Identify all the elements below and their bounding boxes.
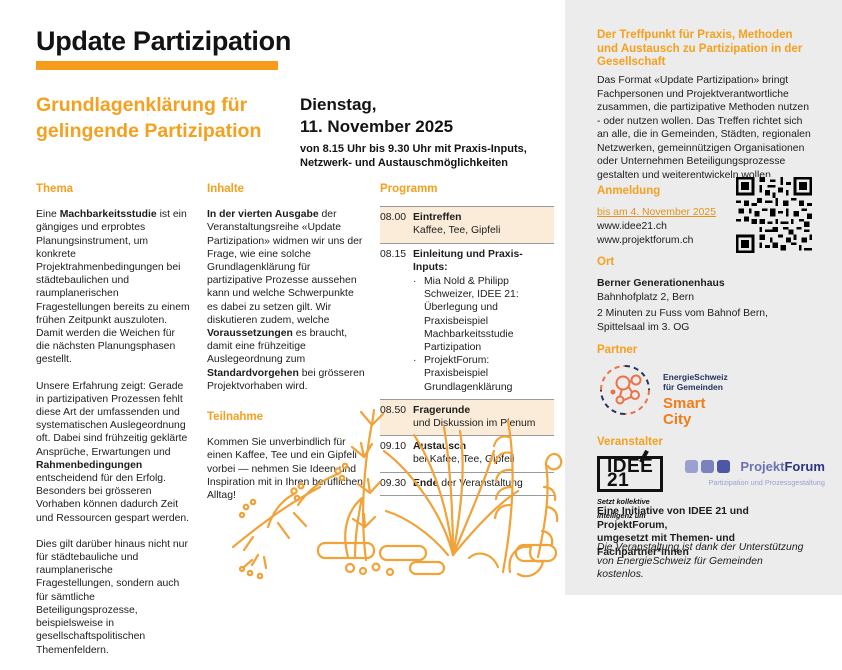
veranstalter-heading: Veranstalter: [597, 436, 663, 448]
projektforum-url-link[interactable]: www.projektforum.ch: [597, 234, 694, 246]
projektforum-squares-icon: [685, 460, 733, 474]
thema-column: Thema Eine Machbarkeitsstudie ist ein gä…: [36, 183, 190, 670]
bullet-icon: ·: [413, 355, 417, 367]
inhalte-paragraph: In der vierten Ausgabe der Veranstaltung…: [207, 209, 365, 392]
projektforum-tagline: Partizipation und Prozessgestaltung: [708, 477, 825, 487]
event-time-details: von 8.15 Uhr bis 9.30 Uhr mit Praxis-Inp…: [300, 143, 527, 169]
energieschweiz-logo: EnergieSchweiz für Gemeinden Smart City: [597, 362, 812, 428]
programm-entry-title: Einleitung und Praxis-Inputs:: [413, 248, 523, 273]
page-title: Update Partizipation: [36, 26, 292, 56]
programm-row-0910: 09.10 Austausch bei Kafee, Tee, Gipfeli: [380, 435, 554, 471]
sidebar-intro-heading: Der Treffpunkt für Praxis, Methoden und …: [597, 29, 803, 68]
bullet-icon: ·: [413, 276, 417, 288]
programm-bullet-item: · ProjektForum: Praxisbeispiel Grundlage…: [413, 354, 554, 394]
projektforum-logo: ProjektForum Partizipation und Prozessge…: [685, 460, 825, 489]
programm-row-0815: 08.15 Einleitung und Praxis-Inputs: · Mi…: [380, 242, 554, 399]
idee21-url-link[interactable]: www.idee21.ch: [597, 221, 667, 232]
deadline-link[interactable]: bis am 4. November 2025: [597, 207, 716, 218]
flyer-main-panel: Update Partizipation Grundlagenklärung f…: [36, 26, 563, 656]
programm-row-0930: 09.30 Ende der Veranstaltung: [380, 471, 554, 496]
programm-heading: Programm: [380, 183, 438, 195]
programm-entry: Austausch bei Kafee, Tee, Gipfeli: [413, 441, 515, 466]
thema-paragraph-1: Eine Machbarkeitsstudie ist ein gängiges…: [36, 209, 190, 366]
programm-entry: Eintreffen Kaffee, Tee, Gipfeli: [413, 212, 501, 237]
programm-time: 08.15: [380, 248, 407, 260]
venue-block: Berner Generationenhaus Bahnhofplatz 2, …: [597, 277, 812, 304]
registration-deadline: bis am 4. November 2025: [597, 206, 737, 220]
thema-heading: Thema: [36, 183, 74, 195]
inhalte-heading: Inhalte: [207, 183, 245, 195]
registration-urls: www.idee21.ch www.projektforum.ch: [597, 220, 737, 247]
page-subtitle: Grundlagenklärung für gelingende Partizi…: [36, 94, 262, 142]
programm-bullet-item: · Mia Nold & Philipp Schweizer, IDEE 21:…: [413, 275, 554, 354]
organizer-logos: IDEE 21 Setzt kollektive Intelligenz um …: [597, 449, 825, 522]
venue-name: Berner Generationenhaus: [597, 278, 725, 289]
teilnahme-paragraph: Kommen Sie unverbindlich für einen Kaffe…: [207, 437, 363, 502]
programm-time: 08.50: [380, 404, 407, 416]
programm-column: Programm 08.00 Eintreffen Kaffee, Tee, G…: [380, 183, 554, 496]
anmeldung-heading: Anmeldung: [597, 185, 661, 197]
programm-row-0800: 08.00 Eintreffen Kaffee, Tee, Gipfeli: [380, 206, 554, 243]
idee21-tagline: Setzt kollektive Intelligenz um: [597, 497, 650, 520]
energieschweiz-label: EnergieSchweiz für Gemeinden: [663, 372, 728, 392]
thema-paragraph-2: Unsere Erfahrung zeigt: Gerade in partiz…: [36, 380, 190, 524]
programm-entry: Einleitung und Praxis-Inputs: · Mia Nold…: [413, 248, 554, 394]
idee21-wordmark: IDEE 21: [597, 449, 664, 492]
qr-code: [736, 177, 812, 253]
partner-heading: Partner: [597, 344, 638, 356]
programm-row-0850: 08.50 Fragerunde und Diskussion im Plenu…: [380, 398, 554, 436]
inhalte-column: Inhalte In der vierten Ausgabe der Veran…: [207, 183, 367, 515]
energieschweiz-molecule-icon: [600, 365, 650, 415]
idee21-name: IDEE 21: [607, 456, 654, 491]
venue-directions: 2 Minuten zu Fuss vom Bahnof Bern, Spitt…: [597, 308, 768, 333]
programm-table: 08.00 Eintreffen Kaffee, Tee, Gipfeli 08…: [380, 206, 554, 496]
bullet-text: ProjektForum: Praxisbeispiel Grundlagenk…: [424, 355, 513, 393]
sidebar-intro-text: Das Format «Update Partizipation» bringt…: [597, 75, 811, 181]
programm-time: 08.00: [380, 212, 407, 224]
energieschweiz-text-block: EnergieSchweiz für Gemeinden Smart City: [663, 362, 728, 428]
title-underline-bar: [36, 61, 278, 70]
ort-heading: Ort: [597, 256, 615, 268]
programm-time: 09.30: [380, 477, 407, 489]
event-date: Dienstag, 11. November 2025: [300, 95, 454, 136]
programm-entry: Ende der Veranstaltung: [413, 477, 523, 489]
thema-paragraph-3: Dies gilt darüber hinaus nicht nur für s…: [36, 538, 188, 656]
plant-illustration: [231, 408, 563, 580]
initiative-text: Eine Initiative von IDEE 21 und ProjektF…: [597, 506, 749, 558]
bullet-text: Mia Nold & Philipp Schweizer, IDEE 21: Ü…: [424, 276, 519, 354]
programm-time: 09.10: [380, 441, 407, 453]
support-text: Die Veranstaltung ist dank der Unterstüt…: [597, 542, 804, 580]
smart-city-label: Smart City: [663, 395, 706, 428]
programm-entry: Fragerunde und Diskussion im Plenum: [413, 404, 536, 430]
programm-bullet-list: · Mia Nold & Philipp Schweizer, IDEE 21:…: [413, 275, 554, 394]
projektforum-wordmark: ProjektForum: [685, 460, 825, 474]
projektforum-name: ProjektForum: [740, 459, 825, 474]
idee21-logo: IDEE 21 Setzt kollektive Intelligenz um: [597, 449, 664, 522]
info-sidebar: Der Treffpunkt für Praxis, Methoden und …: [565, 0, 842, 595]
venue-address: Bahnhofplatz 2, Bern: [597, 291, 695, 303]
teilnahme-heading: Teilnahme: [207, 411, 264, 424]
